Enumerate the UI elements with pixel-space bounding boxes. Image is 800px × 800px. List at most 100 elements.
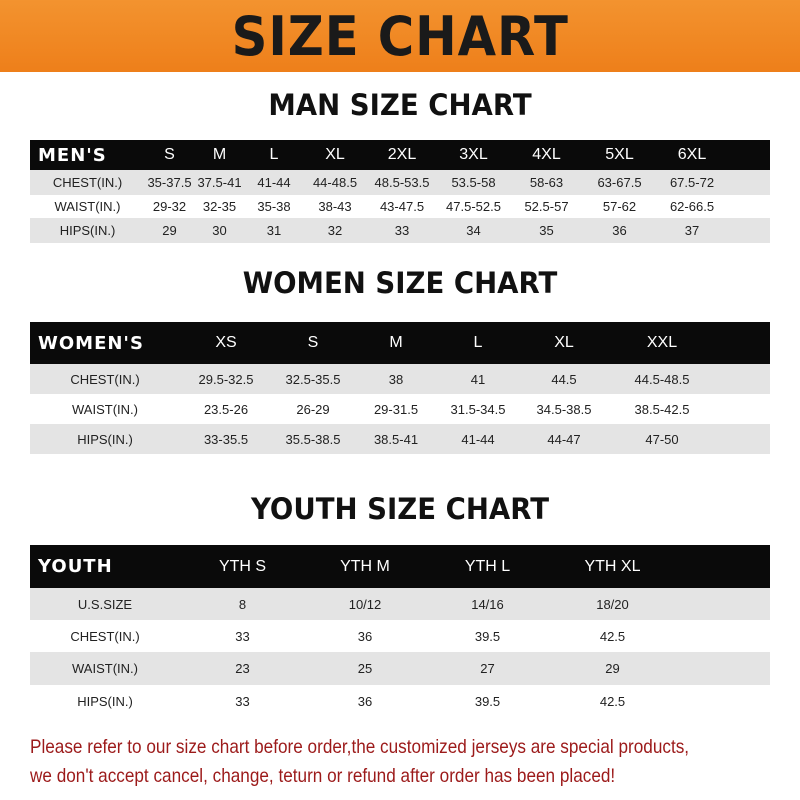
table-row: HIPS(IN.) 29 30 31 32 33 34 35 36 37	[30, 218, 770, 243]
empty-cell	[675, 652, 770, 685]
measurement-cell: 36	[583, 218, 656, 243]
measurement-cell: 35	[510, 218, 583, 243]
empty-cell	[675, 685, 770, 718]
measurement-cell: 18/20	[550, 588, 675, 620]
measurement-cell: 44-47	[518, 424, 610, 454]
size-header: L	[438, 322, 518, 364]
measurement-cell: 38	[354, 364, 438, 394]
table-row: WAIST(IN.) 23 25 27 29	[30, 652, 770, 685]
empty-cell	[675, 545, 770, 588]
men-size-table: MEN'S S M L XL 2XL 3XL 4XL 5XL 6XL CHEST(IN.) 35-37…	[30, 140, 770, 243]
youth-size-table: YOUTH YTH S YTH M YTH L YTH XL U.S.SIZE 8 10/12…	[30, 545, 770, 718]
table-row: HIPS(IN.) 33 36 39.5 42.5	[30, 685, 770, 718]
measurement-cell: 67.5-72	[656, 170, 728, 195]
measurement-cell: 52.5-57	[510, 195, 583, 218]
row-label: CHEST(IN.)	[30, 364, 180, 394]
row-label: U.S.SIZE	[30, 588, 180, 620]
measurement-cell: 26-29	[272, 394, 354, 424]
measurement-cell: 33	[367, 218, 437, 243]
header-row: YOUTH YTH S YTH M YTH L YTH XL	[30, 545, 770, 588]
size-header: M	[354, 322, 438, 364]
measurement-cell: 41-44	[438, 424, 518, 454]
measurement-cell: 29.5-32.5	[180, 364, 272, 394]
size-header: 2XL	[367, 140, 437, 170]
measurement-cell: 37.5-41	[194, 170, 245, 195]
size-header: 5XL	[583, 140, 656, 170]
measurement-cell: 41	[438, 364, 518, 394]
table-row: WAIST(IN.) 29-32 32-35 35-38 38-43 43-47.5 47.…	[30, 195, 770, 218]
measurement-cell: 39.5	[425, 685, 550, 718]
measurement-cell: 32-35	[194, 195, 245, 218]
youth-section-title: YOUTH SIZE CHART	[250, 492, 550, 526]
measurement-cell: 37	[656, 218, 728, 243]
size-header: YTH XL	[550, 545, 675, 588]
size-header: YTH M	[305, 545, 425, 588]
notice-line: we don't accept cancel, change, teturn o…	[30, 765, 616, 787]
empty-cell	[714, 364, 770, 394]
measurement-cell: 48.5-53.5	[367, 170, 437, 195]
empty-cell	[728, 140, 770, 170]
row-label: WAIST(IN.)	[30, 195, 145, 218]
row-label: HIPS(IN.)	[30, 424, 180, 454]
size-header: 6XL	[656, 140, 728, 170]
measurement-cell: 53.5-58	[437, 170, 510, 195]
size-header: 3XL	[437, 140, 510, 170]
size-header: S	[145, 140, 194, 170]
measurement-cell: 38.5-42.5	[610, 394, 714, 424]
empty-cell	[728, 195, 770, 218]
size-header: XXL	[610, 322, 714, 364]
size-header: XS	[180, 322, 272, 364]
table-row: CHEST(IN.) 29.5-32.5 32.5-35.5 38 41 44.5 44.5…	[30, 364, 770, 394]
measurement-cell: 33	[180, 685, 305, 718]
measurement-cell: 39.5	[425, 620, 550, 652]
measurement-cell: 25	[305, 652, 425, 685]
men-section-title: MAN SIZE CHART	[268, 88, 532, 122]
row-label: CHEST(IN.)	[30, 620, 180, 652]
table-row: CHEST(IN.) 35-37.5 37.5-41 41-44 44-48.5 48.5…	[30, 170, 770, 195]
size-header: L	[245, 140, 303, 170]
measurement-cell: 38.5-41	[354, 424, 438, 454]
size-header: 4XL	[510, 140, 583, 170]
size-header: XL	[303, 140, 367, 170]
table-row: CHEST(IN.) 33 36 39.5 42.5	[30, 620, 770, 652]
measurement-cell: 63-67.5	[583, 170, 656, 195]
measurement-cell: 32.5-35.5	[272, 364, 354, 394]
header-label: MEN'S	[30, 140, 145, 170]
measurement-cell: 41-44	[245, 170, 303, 195]
measurement-cell: 29	[145, 218, 194, 243]
measurement-cell: 34	[437, 218, 510, 243]
measurement-cell: 44.5	[518, 364, 610, 394]
measurement-cell: 31	[245, 218, 303, 243]
banner-title: SIZE CHART	[231, 4, 569, 68]
size-header: YTH L	[425, 545, 550, 588]
measurement-cell: 47-50	[610, 424, 714, 454]
empty-cell	[714, 322, 770, 364]
header-row: WOMEN'S XS S M L XL XXL	[30, 322, 770, 364]
measurement-cell: 42.5	[550, 620, 675, 652]
banner: SIZE CHART	[0, 0, 800, 72]
measurement-cell: 44-48.5	[303, 170, 367, 195]
measurement-cell: 38-43	[303, 195, 367, 218]
size-header: XL	[518, 322, 610, 364]
measurement-cell: 43-47.5	[367, 195, 437, 218]
header-label: YOUTH	[30, 545, 180, 588]
measurement-cell: 23.5-26	[180, 394, 272, 424]
measurement-cell: 30	[194, 218, 245, 243]
empty-cell	[728, 170, 770, 195]
measurement-cell: 36	[305, 685, 425, 718]
measurement-cell: 42.5	[550, 685, 675, 718]
table-row: HIPS(IN.) 33-35.5 35.5-38.5 38.5-41 41-44 44-…	[30, 424, 770, 454]
measurement-cell: 35-37.5	[145, 170, 194, 195]
empty-cell	[714, 424, 770, 454]
measurement-cell: 27	[425, 652, 550, 685]
empty-cell	[728, 218, 770, 243]
measurement-cell: 35.5-38.5	[272, 424, 354, 454]
size-header: YTH S	[180, 545, 305, 588]
measurement-cell: 34.5-38.5	[518, 394, 610, 424]
empty-cell	[675, 620, 770, 652]
notice-text: Please refer to our size chart before or…	[30, 733, 699, 791]
measurement-cell: 44.5-48.5	[610, 364, 714, 394]
measurement-cell: 47.5-52.5	[437, 195, 510, 218]
measurement-cell: 23	[180, 652, 305, 685]
measurement-cell: 31.5-34.5	[438, 394, 518, 424]
